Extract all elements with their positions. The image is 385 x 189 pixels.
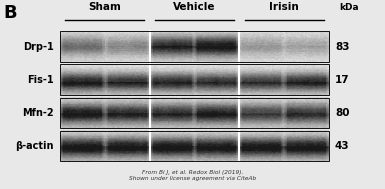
Text: kDa: kDa: [339, 3, 358, 12]
Bar: [60, 131, 329, 161]
Bar: [60, 31, 329, 62]
Text: Vehicle: Vehicle: [173, 2, 216, 12]
Bar: [60, 64, 329, 95]
Bar: [60, 64, 329, 95]
Text: Fis-1: Fis-1: [27, 75, 54, 85]
Bar: [60, 98, 329, 128]
Text: From Bi J, et al. Redox Biol (2019).: From Bi J, et al. Redox Biol (2019).: [142, 170, 243, 175]
Text: Irisin: Irisin: [270, 2, 299, 12]
Text: Shown under license agreement via CiteAb: Shown under license agreement via CiteAb: [129, 177, 256, 181]
Text: β-actin: β-actin: [15, 141, 54, 151]
Text: 17: 17: [335, 75, 350, 85]
Text: Sham: Sham: [88, 2, 121, 12]
Bar: [60, 31, 329, 62]
Text: Drp-1: Drp-1: [23, 42, 54, 52]
Bar: [60, 131, 329, 161]
Text: 83: 83: [335, 42, 350, 52]
Text: 80: 80: [335, 108, 350, 118]
Text: 43: 43: [335, 141, 350, 151]
Bar: [60, 98, 329, 128]
Text: Mfn-2: Mfn-2: [22, 108, 54, 118]
Text: B: B: [4, 4, 17, 22]
